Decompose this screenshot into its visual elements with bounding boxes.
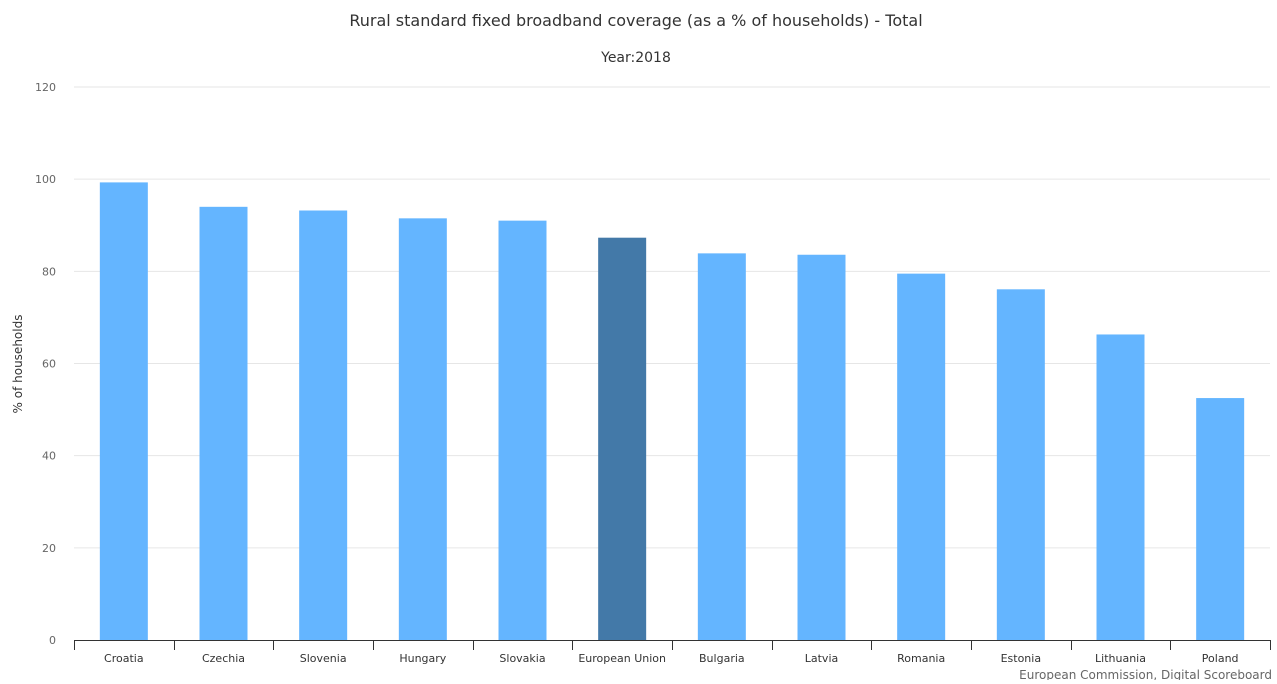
x-tick-label: Latvia <box>805 652 839 665</box>
bar-estonia[interactable] <box>996 289 1045 640</box>
bar-czechia[interactable] <box>199 206 248 641</box>
bar-romania[interactable] <box>897 273 946 640</box>
y-axis-ticks: 0 20 40 60 80 100 120 <box>35 81 56 647</box>
x-tick-label: Lithuania <box>1095 652 1146 665</box>
x-tick-label: Slovakia <box>499 652 545 665</box>
x-tick-label: Romania <box>897 652 945 665</box>
bar-slovakia[interactable] <box>498 220 547 640</box>
bar-slovenia[interactable] <box>299 210 348 640</box>
bars <box>99 182 1245 641</box>
bar-lithuania[interactable] <box>1096 334 1145 640</box>
x-tick-label: European Union <box>578 652 666 665</box>
y-tick-label: 120 <box>35 81 56 94</box>
bar-european-union[interactable] <box>598 237 647 640</box>
y-tick-label: 60 <box>42 358 56 371</box>
y-tick-label: 100 <box>35 173 56 186</box>
x-tick-label: Bulgaria <box>699 652 745 665</box>
x-tick-label: Estonia <box>1001 652 1042 665</box>
x-tick-label: Croatia <box>104 652 144 665</box>
y-axis-label: % of households <box>11 315 25 414</box>
chart-title: Rural standard fixed broadband coverage … <box>349 11 922 30</box>
gridlines <box>74 86 1270 549</box>
chart-subtitle: Year:2018 <box>600 50 671 66</box>
bar-hungary[interactable] <box>398 218 447 640</box>
x-tick-label: Poland <box>1202 652 1239 665</box>
y-tick-label: 40 <box>42 450 56 463</box>
bar-croatia[interactable] <box>99 182 148 640</box>
x-tick-label: Slovenia <box>300 652 347 665</box>
x-axis <box>74 640 1271 650</box>
bar-bulgaria[interactable] <box>697 253 746 640</box>
x-axis-tick-labels: Croatia Czechia Slovenia Hungary Slovakia Eur… <box>104 652 1238 665</box>
bar-latvia[interactable] <box>797 254 846 640</box>
x-tick-label: Hungary <box>399 652 446 665</box>
x-tick-label: Czechia <box>202 652 245 665</box>
bar-poland[interactable] <box>1196 398 1245 640</box>
chart-credits[interactable]: European Commission, Digital Scoreboard <box>1019 668 1272 682</box>
y-tick-label: 80 <box>42 265 56 278</box>
y-tick-label: 20 <box>42 542 56 555</box>
y-tick-label: 0 <box>49 634 56 647</box>
